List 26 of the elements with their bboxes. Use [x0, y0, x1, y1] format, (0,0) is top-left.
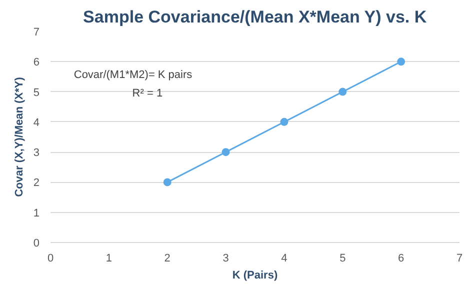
x-tick-label: 5 — [340, 252, 346, 264]
point — [338, 88, 347, 96]
x-tick-label: 7 — [456, 252, 463, 264]
chart-title: Sample Covariance/(Mean X*Mean Y) vs. K — [83, 8, 428, 26]
y-tick-label: 5 — [33, 86, 40, 99]
y-tick-label: 4 — [33, 116, 40, 129]
y-tick-label: 2 — [33, 177, 40, 190]
x-tick-label: 1 — [106, 252, 112, 264]
x-axis-title: K (Pairs) — [232, 270, 278, 282]
annotation: R² = 1 — [132, 87, 163, 100]
point — [280, 118, 288, 126]
y-tick-label: 0 — [33, 238, 40, 250]
x-tick-label: 6 — [398, 252, 404, 264]
annotation: Covar/(M1*M2)= K pairs — [74, 69, 193, 82]
y-tick-label: 6 — [33, 56, 40, 69]
point — [222, 148, 230, 156]
point — [163, 178, 172, 186]
point — [397, 58, 406, 66]
y-axis-title: Covar (X,Y)/Mean (X*Y) — [13, 76, 26, 197]
x-tick-label: 3 — [222, 252, 229, 264]
y-tick-label: 7 — [33, 26, 40, 38]
x-tick-label: 2 — [164, 252, 170, 264]
x-tick-label: 4 — [281, 252, 288, 264]
x-tick-label: 0 — [47, 252, 54, 264]
y-tick-label: 3 — [33, 147, 40, 160]
y-tick-label: 1 — [33, 207, 40, 220]
